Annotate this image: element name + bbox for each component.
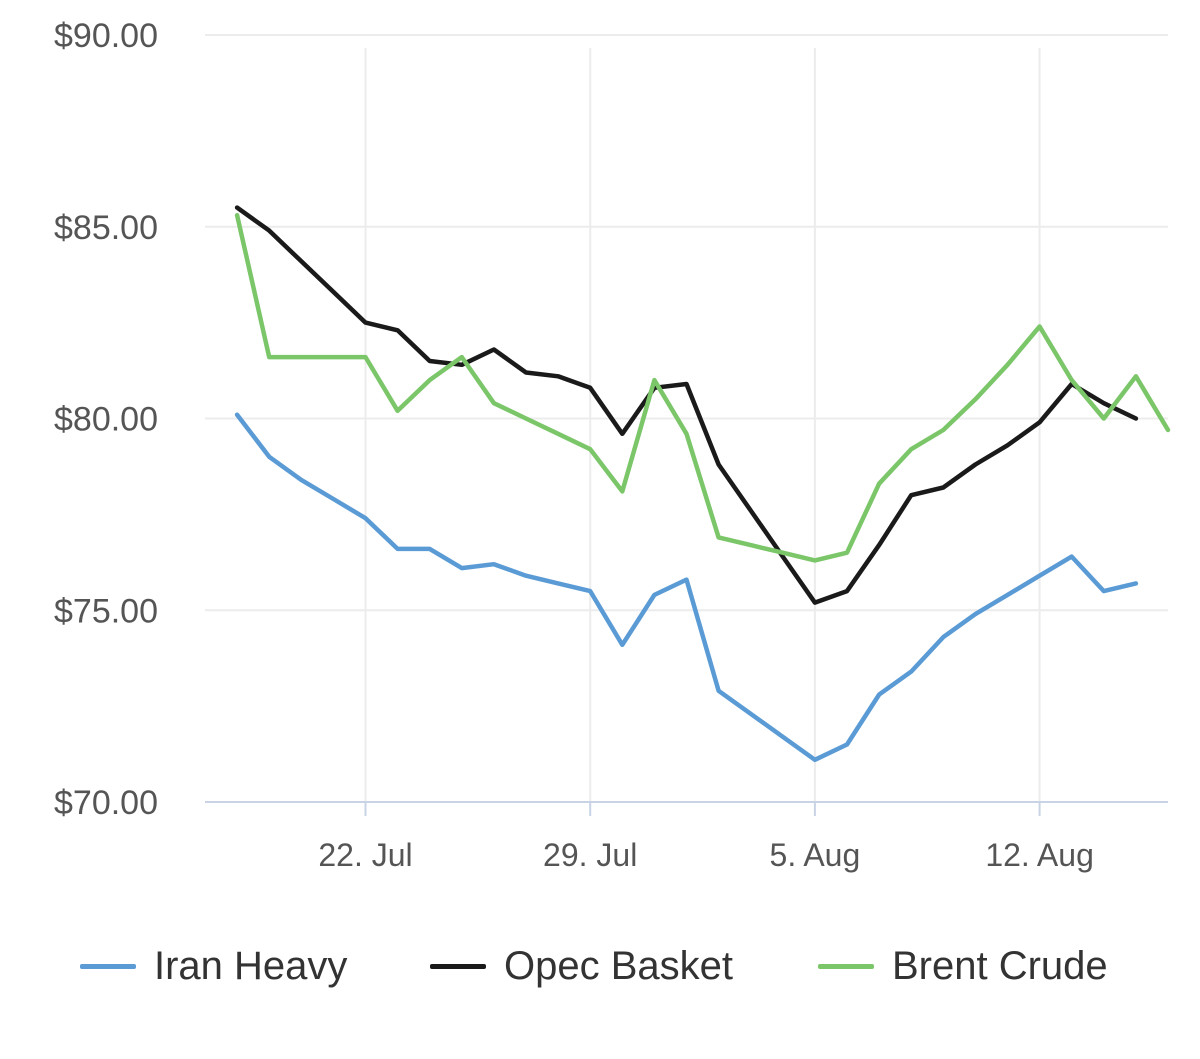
line-chart: $90.00 $85.00 $80.00 $75.00 $70.00 22. Jul 29…: [54, 17, 1171, 873]
horizontal-gridlines: [205, 34, 1168, 612]
legend-swatch-opec-basket: [430, 963, 486, 969]
y-tick-label: $90.00: [54, 17, 158, 55]
y-axis-tick-labels: $90.00 $85.00 $80.00 $75.00 $70.00: [54, 17, 158, 822]
y-tick-label: $75.00: [54, 592, 158, 630]
legend-swatch-iran-heavy: [80, 963, 136, 969]
legend-swatch-brent-crude: [818, 963, 874, 969]
y-tick-label: $85.00: [54, 209, 158, 247]
x-tick-label: 5. Aug: [770, 837, 861, 873]
legend-item-opec-basket[interactable]: Opec Basket: [430, 930, 733, 1002]
y-tick-label: $70.00: [54, 784, 158, 822]
legend-label-iran-heavy: Iran Heavy: [154, 943, 348, 988]
legend: Iran Heavy Opec Basket Brent Crude: [0, 930, 1200, 1010]
series-lines: [234, 205, 1171, 763]
series-line-opec-basket: [234, 205, 1139, 605]
x-tick-label: 22. Jul: [318, 837, 412, 873]
legend-item-brent-crude[interactable]: Brent Crude: [818, 930, 1108, 1002]
vertical-gridlines: [364, 48, 1041, 802]
legend-item-iran-heavy[interactable]: Iran Heavy: [80, 930, 347, 1002]
y-tick-label: $80.00: [54, 401, 158, 439]
series-line-iran-heavy: [234, 412, 1139, 763]
legend-label-opec-basket: Opec Basket: [504, 943, 734, 988]
series-line-brent-crude: [234, 212, 1171, 563]
x-tick-label: 29. Jul: [543, 837, 637, 873]
x-axis-tick-labels: 22. Jul 29. Jul 5. Aug 12. Aug: [318, 802, 1094, 873]
x-tick-label: 12. Aug: [985, 837, 1094, 873]
legend-label-brent-crude: Brent Crude: [892, 943, 1108, 988]
